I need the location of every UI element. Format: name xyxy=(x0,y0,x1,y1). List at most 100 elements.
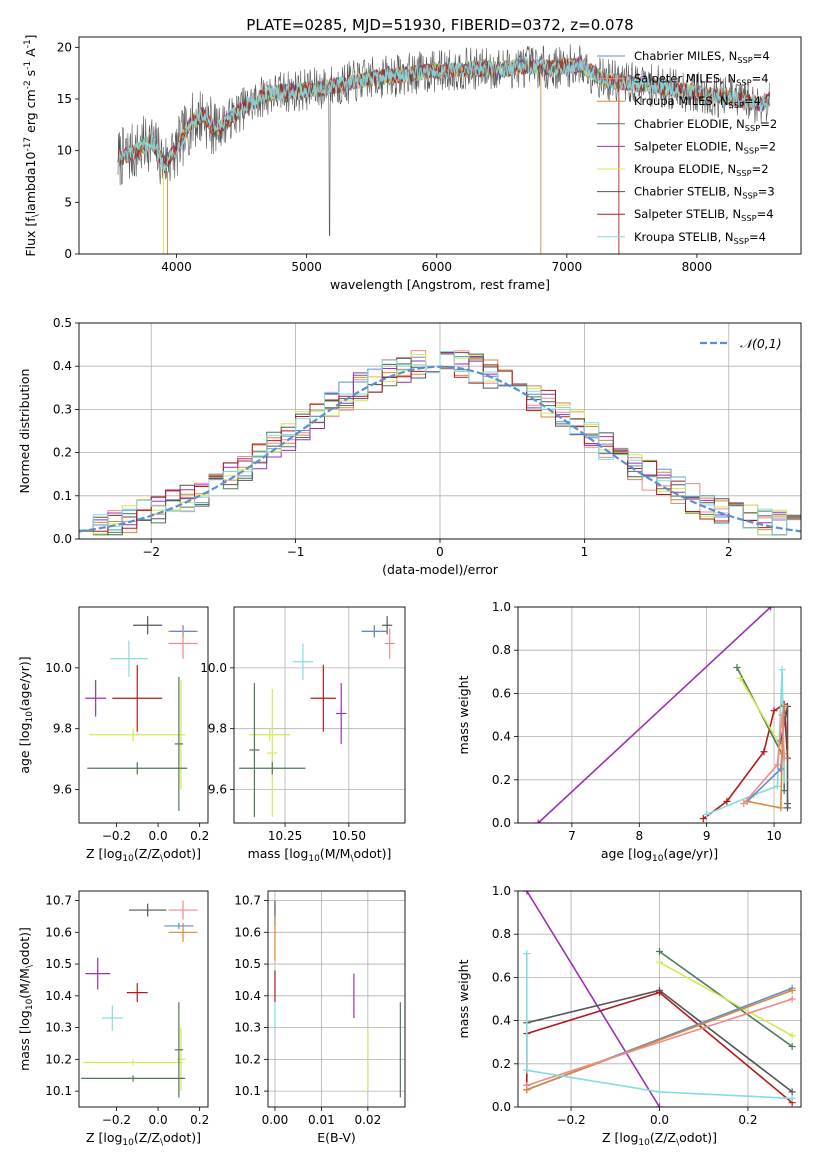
mass_vs_Z-xlabel: Z [log10(Z/Z\odot)] xyxy=(86,1130,201,1148)
y-tick-label: 10.2 xyxy=(45,1052,72,1066)
spectrum-ylabel: Flux [f\lambda10-17 erg cm-2 s-1 A-1] xyxy=(23,34,41,256)
y-tick-label: 0.2 xyxy=(492,1057,511,1071)
error-bar-point xyxy=(292,643,314,681)
y-tick-label: 9.8 xyxy=(208,722,227,736)
x-tick-label: 6000 xyxy=(421,260,452,274)
y-tick-label: 0.1 xyxy=(53,489,72,503)
y-tick-label: 9.6 xyxy=(208,783,227,797)
weight-line xyxy=(537,607,772,823)
weight-marker xyxy=(780,754,788,762)
weight-marker xyxy=(777,804,785,812)
mass_vs_ebv-grid xyxy=(268,891,405,1107)
weight-marker xyxy=(523,1081,531,1089)
weight-line xyxy=(526,953,793,1100)
y-tick-label: 0.5 xyxy=(53,316,72,330)
x-tick-label: 5000 xyxy=(291,260,322,274)
mass_vs_ebv-plot-area xyxy=(274,900,401,1098)
legend-label: Kroupa STELIB, NSSP=4 xyxy=(634,230,766,246)
weight-marker xyxy=(656,947,663,955)
y-tick-label: 10.7 xyxy=(45,894,72,908)
normal-curve xyxy=(79,365,801,533)
error-bar-point xyxy=(176,680,186,790)
error-bar-point xyxy=(361,625,388,638)
x-tick-label: 0.0 xyxy=(650,1113,669,1127)
error-bar-point xyxy=(267,689,278,817)
y-tick-label: 0.8 xyxy=(492,643,511,657)
y-tick-label: 0.4 xyxy=(492,1014,511,1028)
weight_vs_Z-axes: −0.2 0.0 0.2 0.0 0.2 0.4 0.6 0.8 1.0 Z [log10(Z/Z… xyxy=(456,884,802,1148)
x-tick-label: 10 xyxy=(766,829,781,843)
error-bar-point xyxy=(168,922,198,942)
weight-marker xyxy=(773,761,781,769)
y-tick-label: 10.4 xyxy=(234,989,261,1003)
x-tick-label: 0.2 xyxy=(190,829,209,843)
y-tick-label: 0.2 xyxy=(492,773,511,787)
spectrum-axes: 4000 5000 6000 7000 8000 0 5 10 15 20 wavelength [… xyxy=(23,16,802,292)
weight-line xyxy=(706,669,785,816)
y-tick-label: 10.7 xyxy=(234,894,261,908)
legend-label: Chabrier MILES, NSSP=4 xyxy=(634,49,770,65)
x-tick-label: 0 xyxy=(436,545,444,559)
weight-marker xyxy=(788,986,796,994)
spectrum-plot-area xyxy=(117,44,771,254)
legend-label: Chabrier STELIB, NSSP=3 xyxy=(634,185,775,201)
error-bar-point xyxy=(249,683,260,817)
error-bar-point xyxy=(310,664,337,732)
weight-line xyxy=(526,998,793,1087)
y-tick-label: 10.1 xyxy=(45,1084,72,1098)
y-tick-label: 0.0 xyxy=(492,816,511,830)
weight_vs_age-axes: 7 8 9 10 0.0 0.2 0.4 0.6 0.8 1.0 age [log10(age/yr… xyxy=(456,600,802,864)
x-tick-label: 1 xyxy=(581,545,589,559)
residuals-xlabel: (data-model)/error xyxy=(382,562,499,577)
x-tick-label: 7 xyxy=(568,829,576,843)
legend-label: 𝒩(0,1) xyxy=(740,336,782,351)
residuals-plot-area xyxy=(79,350,801,539)
residual-histogram xyxy=(79,351,801,539)
mass_vs_Z-ylabel: mass [log10(M/M\odot)] xyxy=(17,927,35,1071)
y-tick-label: 0.4 xyxy=(53,359,72,373)
y-tick-label: 0.3 xyxy=(53,402,72,416)
weight-marker xyxy=(523,950,531,958)
age_vs_mass-xlabel: mass [log10(M/M\odot)] xyxy=(248,846,392,864)
weight-series xyxy=(534,607,775,823)
y-tick-label: 9.6 xyxy=(53,783,72,797)
x-tick-label: 8 xyxy=(635,829,643,843)
x-tick-label: 0.0 xyxy=(149,829,168,843)
x-tick-label: 10.50 xyxy=(332,829,366,843)
weight-marker xyxy=(770,707,778,715)
weight-series xyxy=(523,995,796,1089)
legend-label: Chabrier ELODIE, NSSP=2 xyxy=(634,117,777,133)
residual-legend: 𝒩(0,1) xyxy=(700,336,782,351)
error-bar-point xyxy=(83,1059,184,1066)
y-tick-label: 0.8 xyxy=(492,927,511,941)
age_vs_Z-ylabel: age [log10(age/yr)] xyxy=(17,656,35,773)
y-tick-label: 10.3 xyxy=(45,1021,72,1035)
weight-marker xyxy=(733,663,741,671)
error-bar-point xyxy=(112,664,163,732)
mass_vs_ebv-axes: 0.00 0.01 0.02 10.1 10.2 10.3 10.4 10.5 10.6 10.7… xyxy=(234,890,406,1145)
weight-line xyxy=(659,961,793,1037)
age_vs_mass-frame xyxy=(233,606,406,824)
mass_vs_Z-plot-area xyxy=(81,900,198,1098)
weight_vs_age-ylabel: mass weight xyxy=(456,675,471,754)
x-tick-label: 0.01 xyxy=(308,1113,335,1127)
age_vs_mass-axes: 10.25 10.50 9.6 9.8 10.0 mass [log10(M/M\odot… xyxy=(200,606,406,864)
weight-marker xyxy=(523,891,531,895)
weight_vs_age-frame xyxy=(517,606,802,824)
weight-marker xyxy=(656,1103,663,1107)
weight-marker xyxy=(788,1032,796,1040)
error-bar-point xyxy=(128,903,167,917)
weight-marker xyxy=(736,674,744,682)
y-tick-label: 10.5 xyxy=(234,957,261,971)
age_vs_Z-xlabel: Z [log10(Z/Z\odot)] xyxy=(86,846,201,864)
y-tick-label: 0.0 xyxy=(53,532,72,546)
y-tick-label: 1.0 xyxy=(492,600,511,614)
y-tick-label: 0.4 xyxy=(492,730,511,744)
weight-marker xyxy=(777,765,785,773)
error-bar-point xyxy=(133,616,163,635)
weight-marker xyxy=(788,1094,796,1102)
spectrum-xlabel: wavelength [Angstrom, rest frame] xyxy=(330,277,550,292)
weight-marker xyxy=(784,804,792,812)
weight-line xyxy=(743,714,785,805)
weight_vs_Z-plot-area xyxy=(523,891,796,1107)
